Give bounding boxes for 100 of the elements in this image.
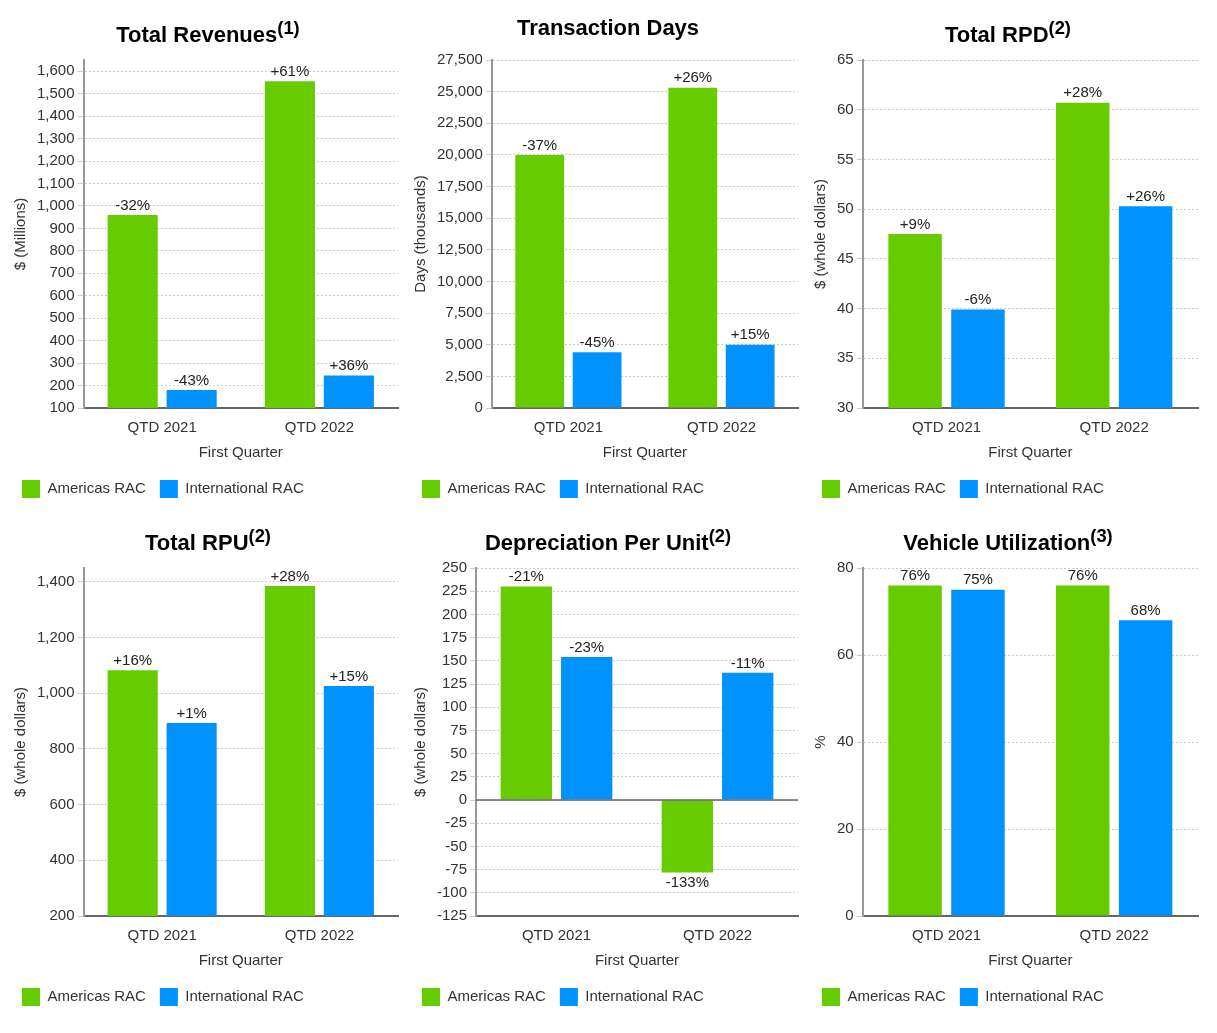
y-axis-title: % bbox=[811, 735, 829, 749]
data-label: 76% bbox=[1067, 566, 1098, 584]
y-tick-label: 25,000 bbox=[436, 81, 483, 99]
bar bbox=[561, 657, 613, 800]
y-tick-label: 250 bbox=[441, 558, 468, 576]
y-tick-label: 35 bbox=[837, 348, 854, 366]
y-tick-label: 75 bbox=[450, 720, 468, 738]
bar bbox=[500, 586, 552, 800]
y-tick-label: -75 bbox=[445, 859, 468, 877]
x-axis-title: First Quarter bbox=[602, 443, 688, 461]
y-tick-label: 60 bbox=[837, 99, 854, 117]
y-tick-label: 800 bbox=[49, 739, 75, 757]
y-tick-label: 200 bbox=[49, 375, 75, 393]
x-tick-label: QTD 2022 bbox=[284, 418, 354, 436]
y-tick-label: 40 bbox=[837, 732, 854, 750]
y-tick-label: 45 bbox=[837, 249, 854, 266]
y-tick-label: -25 bbox=[445, 813, 468, 831]
y-tick-label: 200 bbox=[49, 906, 75, 924]
y-tick-label: 20,000 bbox=[436, 145, 483, 163]
y-tick-label: 7,500 bbox=[445, 303, 483, 321]
annotation: -43% bbox=[174, 370, 210, 388]
annotation: -37% bbox=[522, 135, 558, 153]
bar bbox=[668, 87, 718, 408]
annotation: +28% bbox=[270, 566, 310, 584]
legend-label: International RAC bbox=[985, 479, 1104, 497]
y-tick-label: 700 bbox=[49, 263, 75, 281]
data-label: 68% bbox=[1130, 600, 1161, 618]
x-axis-title: First Quarter bbox=[594, 951, 680, 969]
y-tick-label: 50 bbox=[837, 199, 854, 217]
legend-label: Americas RAC bbox=[847, 479, 947, 497]
y-tick-label: 1,300 bbox=[36, 128, 75, 146]
y-tick-label: -50 bbox=[445, 836, 468, 854]
y-tick-label: 1,500 bbox=[36, 83, 75, 101]
x-tick-label: QTD 2022 bbox=[284, 926, 354, 944]
y-tick-label: 100 bbox=[441, 697, 468, 715]
x-tick-label: QTD 2022 bbox=[1079, 418, 1149, 436]
y-tick-label: 20 bbox=[837, 819, 854, 837]
x-tick-label: QTD 2021 bbox=[127, 926, 197, 944]
y-axis-title: $ (whole dollars) bbox=[411, 686, 429, 798]
y-tick-label: 60 bbox=[837, 645, 854, 663]
chart-title: Transaction Days bbox=[515, 14, 701, 42]
y-axis-title: $ (whole dollars) bbox=[11, 686, 29, 798]
y-tick-label: 400 bbox=[49, 850, 75, 868]
annotation: +26% bbox=[673, 68, 713, 86]
y-tick-label: 900 bbox=[49, 218, 75, 236]
legend-label: Americas RAC bbox=[847, 987, 947, 1005]
legend-label: International RAC bbox=[985, 987, 1104, 1005]
y-tick-label: 1,000 bbox=[36, 196, 75, 214]
annotation: +28% bbox=[1063, 83, 1103, 101]
data-label: 75% bbox=[962, 570, 993, 588]
legend-label: International RAC bbox=[585, 987, 704, 1005]
y-tick-label: -100 bbox=[436, 882, 468, 900]
annotation: +36% bbox=[329, 356, 369, 374]
y-tick-label: 1,400 bbox=[36, 106, 75, 124]
y-tick-label: 2,500 bbox=[445, 366, 483, 384]
y-tick-label: 40 bbox=[837, 298, 854, 316]
x-tick-label: QTD 2022 bbox=[1079, 926, 1149, 944]
x-axis-title: First Quarter bbox=[988, 951, 1073, 969]
x-axis-title: First Quarter bbox=[988, 443, 1073, 461]
y-tick-label: 30 bbox=[837, 398, 854, 416]
y-tick-label: 125 bbox=[441, 674, 468, 692]
bar bbox=[661, 800, 713, 873]
bar bbox=[725, 344, 775, 408]
x-tick-label: QTD 2021 bbox=[533, 418, 604, 436]
x-tick-label: QTD 2022 bbox=[686, 418, 757, 436]
chart-title: Depreciation Per Unit$^{(2)}$ bbox=[483, 524, 733, 556]
chart-title: Vehicle Utilization$^{(3)}$ bbox=[902, 524, 1114, 556]
annotation: -45% bbox=[579, 332, 615, 350]
y-tick-label: 100 bbox=[49, 398, 75, 416]
bar bbox=[515, 154, 565, 408]
x-tick-label: QTD 2021 bbox=[127, 418, 197, 436]
annotation: -32% bbox=[115, 195, 151, 213]
y-axis-title: Days (thousands) bbox=[411, 175, 429, 293]
legend-label: Americas RAC bbox=[47, 479, 147, 497]
y-tick-label: 50 bbox=[450, 743, 468, 761]
y-tick-label: 65 bbox=[837, 50, 854, 68]
y-tick-label: 12,500 bbox=[436, 239, 483, 257]
y-tick-label: 500 bbox=[49, 308, 75, 326]
y-tick-label: 800 bbox=[49, 240, 75, 258]
y-axis-title: $ (whole dollars) bbox=[811, 178, 829, 290]
x-tick-label: QTD 2022 bbox=[682, 926, 753, 944]
y-tick-label: 17,500 bbox=[436, 176, 483, 194]
y-tick-label: 1,100 bbox=[36, 173, 75, 191]
annotation: +15% bbox=[329, 666, 369, 684]
x-axis-title: First Quarter bbox=[198, 951, 283, 969]
legend-label: International RAC bbox=[185, 479, 304, 497]
y-tick-label: 55 bbox=[837, 149, 854, 167]
y-tick-label: 5,000 bbox=[445, 334, 483, 352]
bar bbox=[722, 672, 774, 800]
y-tick-label: 22,500 bbox=[436, 113, 483, 131]
legend-label: Americas RAC bbox=[447, 479, 547, 497]
annotation: +61% bbox=[270, 61, 310, 79]
chart-title: Total RPD$^{(2)}$ bbox=[944, 16, 1072, 48]
y-tick-label: 150 bbox=[441, 650, 468, 668]
annotation: -6% bbox=[964, 290, 992, 308]
y-tick-label: 1,400 bbox=[36, 572, 75, 590]
annotation: +1% bbox=[176, 703, 207, 721]
annotation: -133% bbox=[665, 873, 709, 891]
y-tick-label: 0 bbox=[845, 906, 854, 924]
y-tick-label: 25 bbox=[450, 766, 468, 784]
